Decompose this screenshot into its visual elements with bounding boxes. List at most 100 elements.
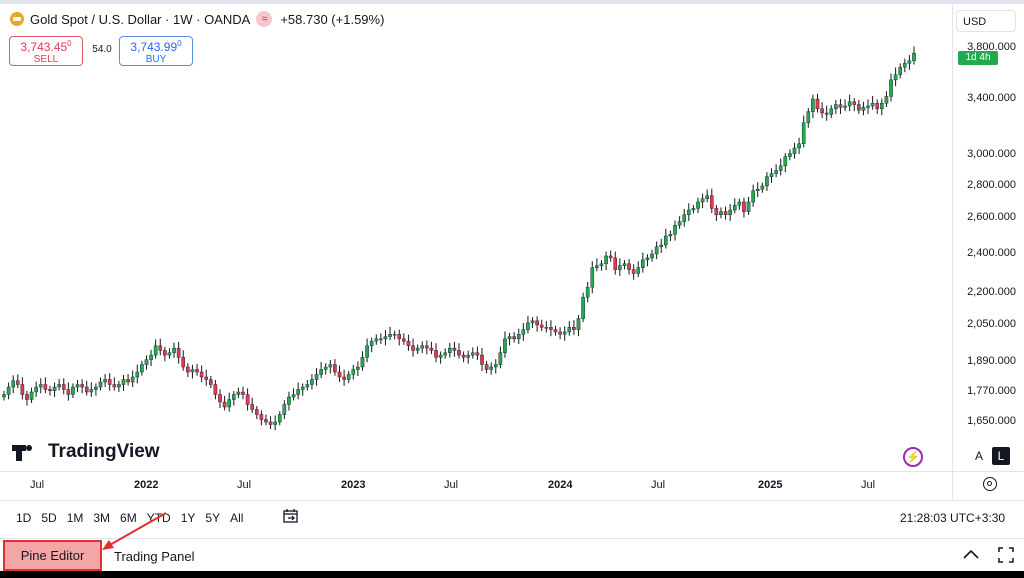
chart-pane[interactable] bbox=[0, 4, 952, 471]
candle-body bbox=[723, 211, 728, 216]
candle-body bbox=[686, 209, 691, 216]
range-button-1d[interactable]: 1D bbox=[16, 511, 32, 525]
candle-body bbox=[277, 414, 282, 423]
flash-icon[interactable]: ⚡ bbox=[903, 447, 923, 467]
candle-body bbox=[392, 334, 397, 336]
candle-body bbox=[553, 329, 558, 333]
candle-body bbox=[20, 384, 25, 395]
candle-body bbox=[590, 267, 595, 288]
utc-clock[interactable]: 21:28:03 UTC+3:30 bbox=[900, 511, 1006, 525]
candle-body bbox=[264, 419, 268, 423]
time-axis[interactable] bbox=[0, 471, 952, 499]
candle-body bbox=[613, 257, 618, 270]
tradingview-watermark: TradingView bbox=[12, 441, 160, 463]
buy-button[interactable]: 3,743.990 BUY bbox=[119, 36, 193, 66]
candle-body bbox=[158, 345, 163, 351]
candle-body bbox=[778, 165, 783, 171]
tab-trading-panel[interactable]: Trading Panel bbox=[114, 549, 195, 564]
candle-body bbox=[737, 201, 742, 206]
sell-button[interactable]: 3,743.450 SELL bbox=[9, 36, 83, 66]
price-tick-label: 1,890.000 bbox=[967, 355, 1016, 367]
price-tick-label: 3,800.000 bbox=[967, 41, 1016, 53]
candle-body bbox=[834, 104, 838, 109]
candle-body bbox=[112, 384, 117, 388]
candle-body bbox=[176, 347, 181, 358]
candle-body bbox=[907, 60, 912, 64]
candle-body bbox=[84, 386, 89, 393]
bottom-panel-tabs bbox=[0, 538, 1024, 572]
candle-body bbox=[645, 257, 650, 261]
candle-body bbox=[94, 386, 98, 390]
range-button-6m[interactable]: 6M bbox=[120, 511, 137, 525]
candle-body bbox=[172, 347, 176, 353]
sell-price-sup: 0 bbox=[67, 39, 72, 48]
currency-select[interactable]: USD bbox=[956, 10, 1016, 32]
candle-body bbox=[231, 394, 236, 400]
candle-body bbox=[797, 143, 801, 149]
range-button-5d[interactable]: 5D bbox=[41, 511, 57, 525]
candle-body bbox=[705, 195, 709, 200]
candle-body bbox=[328, 364, 333, 368]
candle-body bbox=[470, 352, 475, 356]
candle-body bbox=[204, 376, 209, 380]
tab-pine-editor[interactable]: Pine Editor bbox=[3, 540, 102, 571]
candle-body bbox=[599, 263, 604, 266]
candle-body bbox=[259, 414, 264, 420]
candle-body bbox=[526, 322, 530, 330]
candle-body bbox=[549, 327, 553, 330]
candle-body bbox=[461, 354, 466, 358]
candle-body bbox=[388, 334, 392, 337]
settings-icon[interactable] bbox=[983, 477, 997, 491]
chevron-up-icon[interactable] bbox=[962, 547, 980, 561]
candle-body bbox=[227, 399, 232, 408]
candle-body bbox=[480, 354, 484, 365]
candle-body bbox=[57, 384, 61, 388]
candle-body bbox=[466, 354, 470, 358]
candle-body bbox=[507, 336, 512, 340]
candle-body bbox=[847, 101, 852, 107]
candle-body bbox=[66, 389, 71, 395]
date-range-picker-icon[interactable] bbox=[282, 507, 300, 525]
candle-body bbox=[443, 352, 448, 356]
range-button-1y[interactable]: 1Y bbox=[180, 511, 196, 525]
range-button-5y[interactable]: 5Y bbox=[205, 511, 221, 525]
candle-body bbox=[457, 350, 461, 356]
candle-body bbox=[668, 233, 673, 237]
range-button-3m[interactable]: 3M bbox=[93, 511, 111, 525]
candle-body bbox=[765, 176, 769, 187]
maximize-icon[interactable] bbox=[998, 547, 1014, 563]
candle-body bbox=[2, 394, 6, 398]
candle-body bbox=[558, 331, 562, 335]
candlestick-plot[interactable] bbox=[0, 4, 952, 471]
candle-body bbox=[25, 394, 29, 400]
price-tick-label: 1,770.000 bbox=[967, 385, 1016, 397]
auto-scale-button[interactable]: A bbox=[974, 449, 983, 463]
candle-body bbox=[792, 147, 797, 154]
candle-body bbox=[61, 384, 66, 390]
buy-price-sup: 0 bbox=[177, 39, 182, 48]
candle-body bbox=[751, 190, 755, 203]
candle-body bbox=[43, 384, 48, 390]
candle-body bbox=[516, 334, 521, 340]
symbol-title[interactable]: Gold Spot / U.S. Dollar · 1W · OANDA bbox=[30, 11, 251, 27]
log-scale-button[interactable]: L bbox=[992, 447, 1010, 465]
candle-body bbox=[300, 386, 305, 390]
time-label-year: 2025 bbox=[758, 479, 783, 491]
range-button-all[interactable]: All bbox=[230, 511, 244, 525]
candle-body bbox=[838, 104, 843, 108]
price-axis[interactable] bbox=[952, 4, 1024, 471]
candle-body bbox=[438, 354, 443, 358]
candle-body bbox=[788, 153, 792, 157]
candle-body bbox=[420, 345, 425, 349]
candle-body bbox=[811, 98, 815, 112]
time-label-year: 2023 bbox=[341, 479, 366, 491]
candle-body bbox=[383, 336, 388, 340]
candle-body bbox=[484, 364, 489, 370]
time-label-month: Jul bbox=[444, 479, 459, 491]
range-button-1m[interactable]: 1M bbox=[66, 511, 84, 525]
candle-body bbox=[190, 369, 195, 373]
candle-body bbox=[415, 347, 420, 351]
candle-body bbox=[15, 380, 20, 385]
candle-body bbox=[452, 347, 457, 351]
candle-body bbox=[544, 327, 549, 329]
